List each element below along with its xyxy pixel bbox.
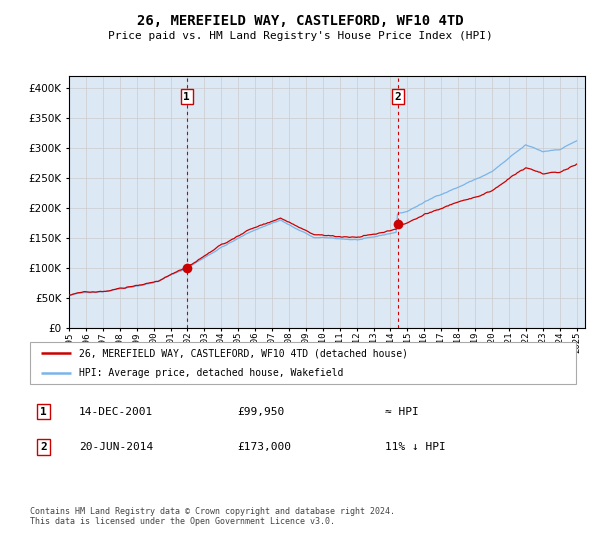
Text: 1: 1 (40, 407, 47, 417)
Text: ≈ HPI: ≈ HPI (385, 407, 419, 417)
FancyBboxPatch shape (30, 342, 576, 384)
Text: 26, MEREFIELD WAY, CASTLEFORD, WF10 4TD (detached house): 26, MEREFIELD WAY, CASTLEFORD, WF10 4TD … (79, 348, 408, 358)
Text: 20-JUN-2014: 20-JUN-2014 (79, 442, 154, 452)
Text: 1: 1 (184, 92, 190, 101)
Text: HPI: Average price, detached house, Wakefield: HPI: Average price, detached house, Wake… (79, 368, 344, 378)
Text: Price paid vs. HM Land Registry's House Price Index (HPI): Price paid vs. HM Land Registry's House … (107, 31, 493, 41)
Text: £173,000: £173,000 (238, 442, 292, 452)
Text: £99,950: £99,950 (238, 407, 285, 417)
Text: 26, MEREFIELD WAY, CASTLEFORD, WF10 4TD: 26, MEREFIELD WAY, CASTLEFORD, WF10 4TD (137, 14, 463, 28)
Bar (187, 76, 398, 328)
Text: 2: 2 (395, 92, 401, 101)
Text: 14-DEC-2001: 14-DEC-2001 (79, 407, 154, 417)
Text: 2: 2 (40, 442, 47, 452)
Text: 11% ↓ HPI: 11% ↓ HPI (385, 442, 446, 452)
Text: Contains HM Land Registry data © Crown copyright and database right 2024.
This d: Contains HM Land Registry data © Crown c… (30, 507, 395, 526)
